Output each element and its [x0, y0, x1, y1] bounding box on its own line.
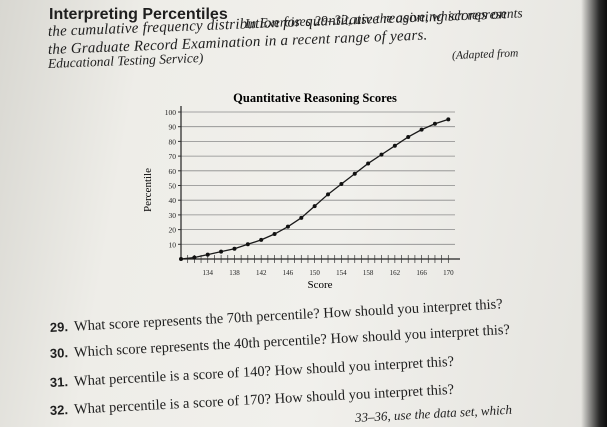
- x-tick-label: 146: [283, 269, 294, 277]
- data-point: [179, 257, 183, 261]
- y-tick-label: 20: [169, 226, 177, 235]
- y-tick-label: 70: [169, 152, 177, 161]
- data-point: [219, 249, 224, 254]
- data-point: [406, 134, 411, 139]
- data-point: [339, 182, 344, 187]
- data-point: [272, 232, 277, 237]
- data-point: [326, 192, 331, 197]
- data-point: [259, 237, 264, 242]
- section-title: Interpreting Percentiles: [49, 6, 228, 23]
- data-point: [232, 246, 237, 251]
- x-tick-label: 138: [229, 269, 240, 277]
- question-number: 30.: [49, 345, 69, 361]
- data-point: [299, 215, 304, 220]
- chart-title: Quantitative Reasoning Scores: [233, 91, 397, 105]
- data-point: [205, 252, 210, 257]
- y-tick-label: 60: [169, 167, 177, 176]
- y-tick-label: 100: [165, 108, 177, 117]
- data-point: [446, 117, 451, 122]
- data-point: [432, 121, 437, 126]
- y-tick-label: 50: [169, 182, 177, 191]
- y-tick-label: 10: [169, 240, 177, 249]
- data-point: [379, 152, 384, 157]
- x-axis-label: Score: [307, 279, 332, 291]
- x-tick-label: 166: [416, 269, 427, 277]
- x-tick-label: 150: [309, 269, 320, 277]
- data-point: [245, 242, 250, 247]
- y-tick-label: 30: [169, 211, 177, 220]
- data-point: [352, 171, 357, 176]
- data-point: [366, 161, 371, 166]
- ogive-line: [180, 118, 449, 260]
- data-point: [392, 143, 397, 148]
- y-tick-label: 40: [169, 196, 177, 205]
- x-tick-label: 162: [390, 269, 401, 277]
- question-number: 29.: [49, 319, 69, 335]
- x-tick-label: 142: [256, 269, 267, 277]
- question-number: 31.: [49, 374, 69, 390]
- data-point: [312, 204, 317, 209]
- y-tick-label: 80: [169, 137, 177, 146]
- data-point: [419, 127, 424, 132]
- x-tick-label: 170: [443, 269, 454, 277]
- question-number: 32.: [49, 402, 69, 418]
- x-tick-label: 158: [363, 269, 374, 277]
- y-tick-label: 90: [169, 123, 177, 132]
- page-edge-shadow: [581, 0, 607, 427]
- x-tick-label: 134: [202, 269, 213, 277]
- data-point: [285, 224, 290, 229]
- x-tick-label: 154: [336, 269, 347, 277]
- data-point: [192, 255, 197, 260]
- y-axis-label: Percentile: [142, 168, 154, 212]
